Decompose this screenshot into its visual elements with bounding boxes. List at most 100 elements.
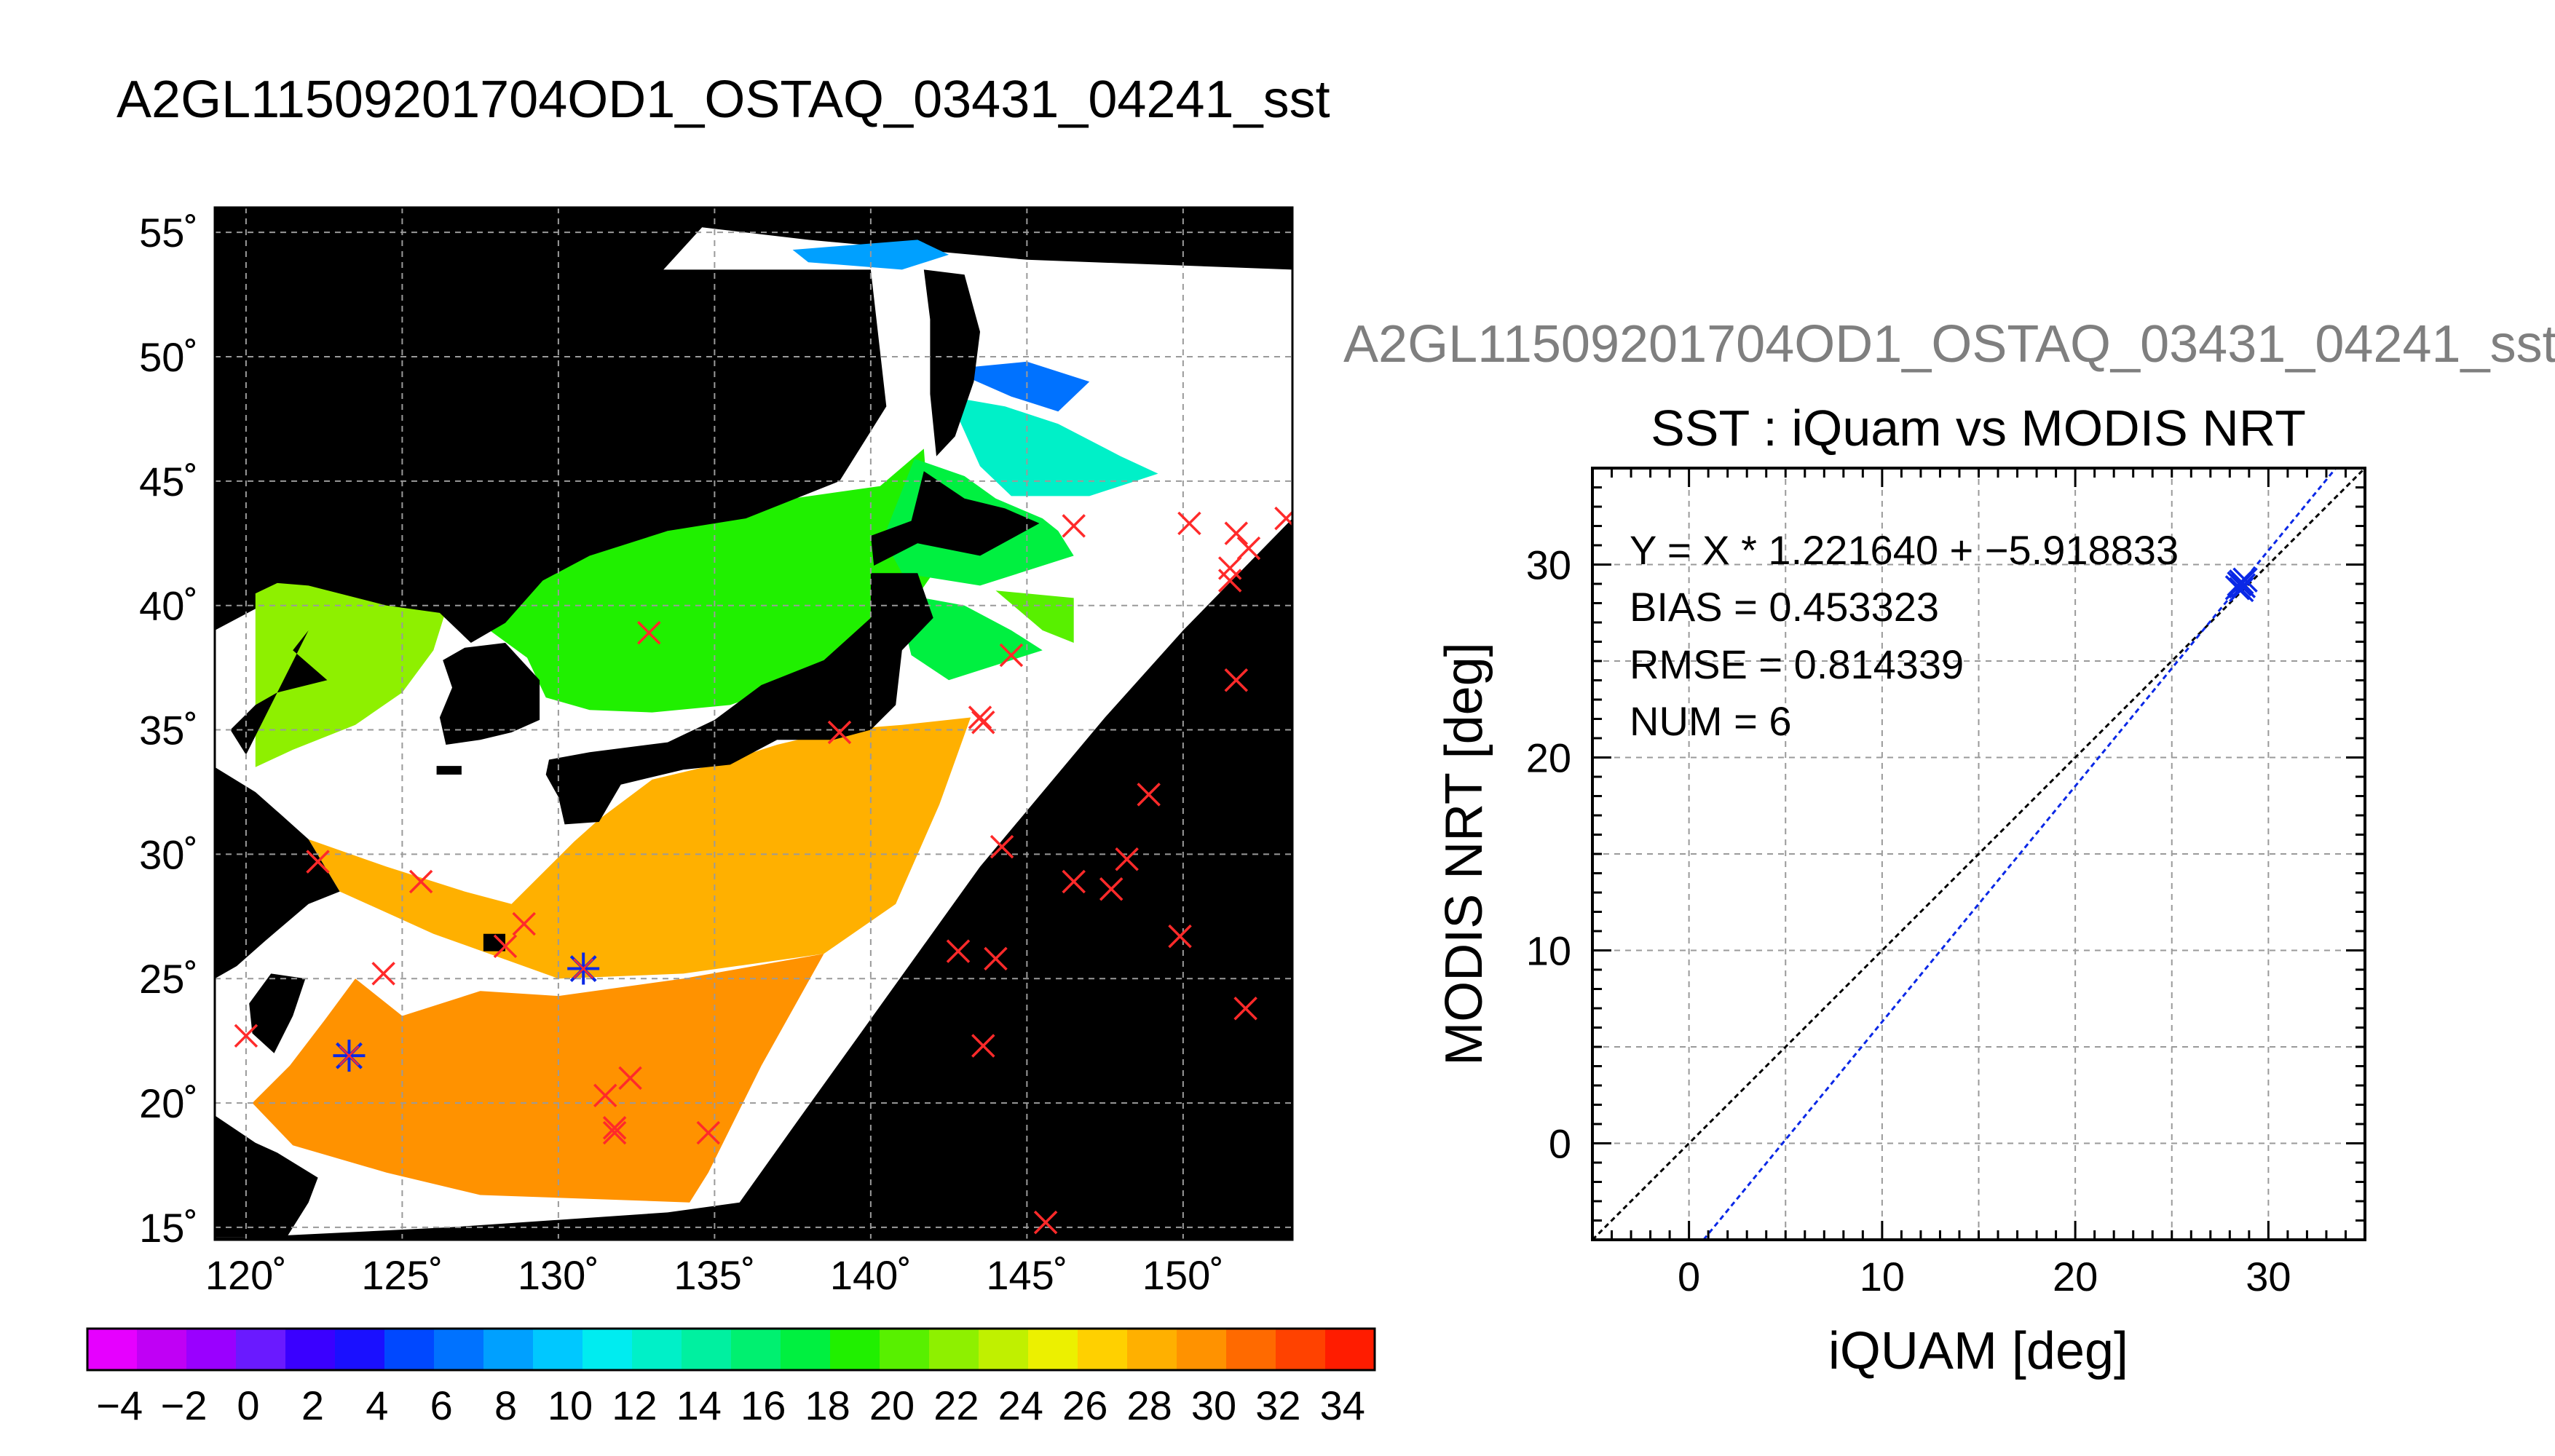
iquam-marker [990, 834, 1014, 859]
scatter-x-tick-label: 30 [2246, 1254, 2291, 1299]
sst-region [489, 448, 933, 713]
colorbar-cell [731, 1329, 781, 1370]
matched-marker-overlay [339, 1045, 360, 1067]
iquam-marker [602, 1120, 627, 1145]
iquam-marker [1115, 847, 1139, 871]
scatter-point [2232, 567, 2258, 593]
colorbar-cell [1276, 1329, 1326, 1370]
colorbar-cell [483, 1329, 534, 1370]
map-x-tick-labels: 120˚ 125˚ 130˚ 135˚ 140˚ 145˚ 150˚ [205, 1252, 1224, 1298]
iquam-marker [1236, 536, 1261, 561]
land-mask [215, 1115, 318, 1238]
scatter-y-label: MODIS NRT [deg] [1435, 642, 1493, 1066]
scatter-points [2224, 567, 2258, 603]
iquam-marker [1062, 514, 1086, 538]
colorbar-tick-label: −4 [96, 1382, 143, 1428]
scatter-grid [1592, 468, 2365, 1240]
sst-region [949, 361, 1090, 412]
sst-region [896, 593, 1043, 681]
colorbar-cell [384, 1329, 435, 1370]
map-y-tick-label: 50˚ [139, 334, 198, 380]
map-y-tick-label: 30˚ [139, 831, 198, 877]
colorbar-cell [1325, 1329, 1375, 1370]
land-masks [215, 269, 1040, 1238]
colorbar-tick-label: 26 [1062, 1382, 1107, 1428]
iquam-marker [408, 869, 433, 894]
iquam-marker [602, 1116, 627, 1140]
iquam-marker [999, 643, 1024, 668]
iquam-marker [512, 911, 536, 936]
map-y-tick-label: 55˚ [139, 210, 198, 256]
colorbar-cell [335, 1329, 385, 1370]
map-y-tick-label: 40˚ [139, 583, 198, 629]
colorbar-cell [1127, 1329, 1177, 1370]
iquam-marker [1168, 924, 1192, 949]
colorbar-cell [1078, 1329, 1128, 1370]
colorbar-tick-labels: −4 −2 0 2 4 6 8 10 12 14 16 18 20 22 24 26 28 30 32 34 [96, 1382, 1365, 1428]
map-frame [213, 206, 1294, 1241]
map-y-tick-labels: 15˚ 20˚ 25˚ 30˚ 35˚ 40˚ 45˚ 50˚ 55˚ [139, 210, 198, 1251]
iquam-marker [1062, 869, 1086, 894]
colorbar-tick-label: 20 [869, 1382, 915, 1428]
sst-region [308, 717, 971, 979]
matched-markers [333, 952, 600, 1072]
colorbar-tick-label: 6 [430, 1382, 453, 1428]
colorbar-tick-label: −2 [161, 1382, 208, 1428]
sst-region [252, 954, 824, 1203]
map-x-tick-label: 125˚ [361, 1252, 443, 1298]
colorbar-tick-label: 10 [548, 1382, 593, 1428]
land-mask [545, 573, 933, 825]
scatter-title: SST : iQuam vs MODIS NRT [1651, 400, 2306, 456]
sst-region [995, 590, 1074, 643]
map-y-tick-label: 45˚ [139, 459, 198, 505]
colorbar-cell [137, 1329, 187, 1370]
colorbar-tick-label: 16 [741, 1382, 786, 1428]
colorbar-cell [682, 1329, 732, 1370]
scatter-y-tick-label: 0 [1549, 1121, 1571, 1167]
regression-line [1702, 468, 2337, 1240]
land-mask [249, 973, 306, 1053]
sst-region [949, 396, 1158, 496]
colorbar-cell [632, 1329, 682, 1370]
land-mask [230, 630, 328, 755]
land-mask [483, 933, 505, 951]
colorbar: −4 −2 0 2 4 6 8 10 12 14 16 18 20 22 24 26 28 30 32 34 [86, 1327, 1376, 1428]
iquam-marker [946, 939, 971, 963]
map-y-tick-label: 35˚ [139, 708, 198, 753]
right-figure-title: A2GL11509201704OD1_OSTAQ_03431_04241_sst [1343, 315, 2555, 373]
colorbar-cell [880, 1329, 930, 1370]
colorbar-cell [186, 1329, 237, 1370]
iquam-marker [371, 962, 395, 986]
colorbar-cell [1226, 1329, 1276, 1370]
matched-marker-overlay [573, 958, 594, 979]
land-mask [245, 269, 887, 643]
colorbar-tick-label: 22 [933, 1382, 979, 1428]
iquam-marker [493, 934, 518, 959]
scatter-x-label: iQUAM [deg] [1828, 1322, 2128, 1380]
iquam-marker [971, 711, 995, 735]
map-y-tick-label: 20˚ [139, 1080, 198, 1126]
colorbar-tick-label: 4 [366, 1382, 388, 1428]
colorbar-tick-label: 12 [612, 1382, 657, 1428]
iquam-marker [637, 621, 661, 645]
stats-equation: Y = X * 1.221640 + −5.918833 [1630, 527, 2179, 573]
iquam-marker [696, 1120, 721, 1145]
map-y-tick-label: 25˚ [139, 956, 198, 1002]
colorbar-tick-label: 18 [805, 1382, 850, 1428]
colorbar-cell [781, 1329, 831, 1370]
sst-region [255, 563, 449, 767]
sst-map-panel: 120˚ 125˚ 130˚ 135˚ 140˚ 145˚ 150˚ 15˚ 20˚ 25˚ 30… [139, 206, 1294, 1298]
map-x-tick-label: 140˚ [830, 1252, 912, 1298]
colorbar-tick-label: 34 [1320, 1382, 1365, 1428]
iquam-marker [1177, 511, 1201, 536]
colorbar-tick-label: 2 [301, 1382, 324, 1428]
scatter-y-tick-label: 10 [1526, 928, 1571, 974]
map-x-tick-label: 145˚ [986, 1252, 1067, 1298]
iquam-marker [1217, 556, 1242, 580]
figure-title: A2GL11509201704OD1_OSTAQ_03431_04241_sst [117, 71, 1330, 129]
scatter-x-tick-label: 0 [1678, 1254, 1700, 1299]
colorbar-cell [1177, 1329, 1227, 1370]
map-y-tick-label: 15˚ [139, 1205, 198, 1251]
scatter-ticks: 0 10 20 30 0 10 20 30 [1526, 467, 2366, 1299]
